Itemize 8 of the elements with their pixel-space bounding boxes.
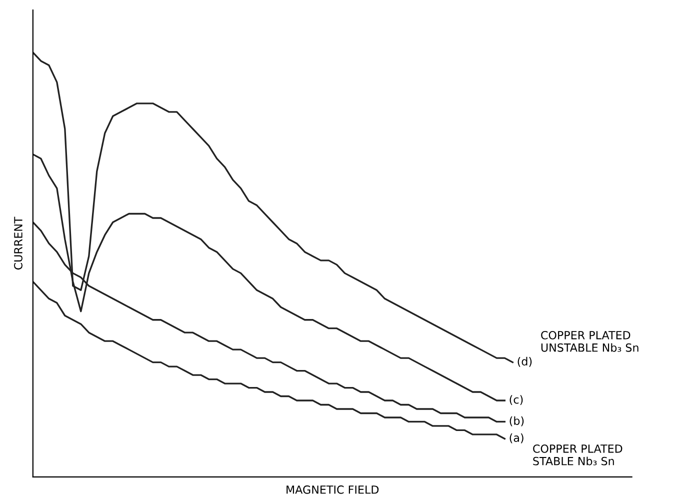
y-axis-title: CURRENT: [14, 216, 22, 270]
series-label: (d): [518, 356, 532, 367]
series-label: (a): [510, 433, 524, 444]
x-axis-title: MAGNETIC FIELD: [286, 485, 379, 494]
series-label: (b): [510, 416, 524, 426]
text: COPPER PLATED STABLE Nb₃ Sn: [533, 444, 622, 466]
series-label: (c): [510, 395, 523, 406]
text: COPPER PLATED UNSTABLE Nb₃ Sn: [541, 330, 638, 352]
